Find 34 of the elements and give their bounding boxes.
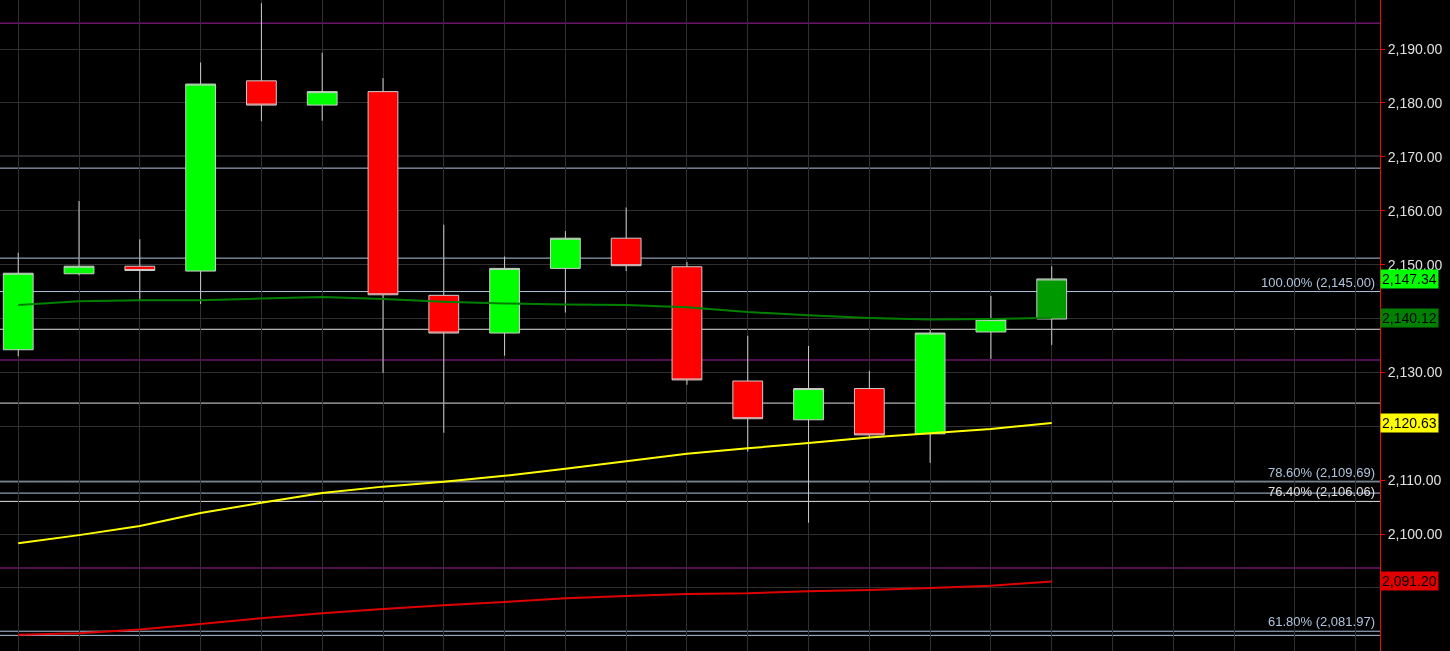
line-series	[17, 421, 1053, 545]
text: 2,140.12	[1382, 310, 1437, 326]
text: 2,091.20	[1382, 573, 1437, 589]
y-tick-label: 2,190.00	[1387, 40, 1443, 57]
y-tick-label: 2,110.00	[1387, 472, 1442, 489]
candlestick	[2, 252, 34, 357]
candlestick	[732, 335, 764, 453]
y-tick-label: 2,100.00	[1387, 525, 1443, 542]
candlestick	[610, 206, 642, 272]
ref-line-label: 61.80% (2,081.97)	[1268, 614, 1375, 629]
text: 2,120.63	[1382, 415, 1437, 431]
ref-line-label: 100.00% (2,145.00)	[1261, 275, 1376, 290]
candlestick	[428, 224, 460, 434]
y-tick-label: 2,130.00	[1387, 364, 1443, 381]
y-tick-label: 2,150.00	[1387, 256, 1443, 273]
y-tick-label: 2,160.00	[1387, 202, 1443, 219]
line-series	[17, 580, 1053, 636]
candlestick	[489, 256, 520, 357]
candlestick	[671, 261, 703, 386]
candlestick	[246, 2, 277, 122]
y-tick-label: 2,180.00	[1387, 94, 1443, 111]
y-tick-label: 2,170.00	[1387, 148, 1443, 165]
text: 2,147.34	[1382, 271, 1437, 287]
candlestick	[63, 200, 95, 276]
candlestick	[793, 345, 824, 524]
candlestick	[306, 52, 338, 122]
candlestick	[124, 238, 156, 301]
candlestick	[549, 230, 581, 314]
ref-line-label: 78.60% (2,109.69)	[1268, 465, 1375, 480]
candlestick	[914, 329, 946, 464]
line-series	[17, 295, 1053, 321]
candlestick	[975, 295, 1007, 360]
candlestick	[1036, 265, 1068, 346]
candlestick	[853, 370, 885, 440]
